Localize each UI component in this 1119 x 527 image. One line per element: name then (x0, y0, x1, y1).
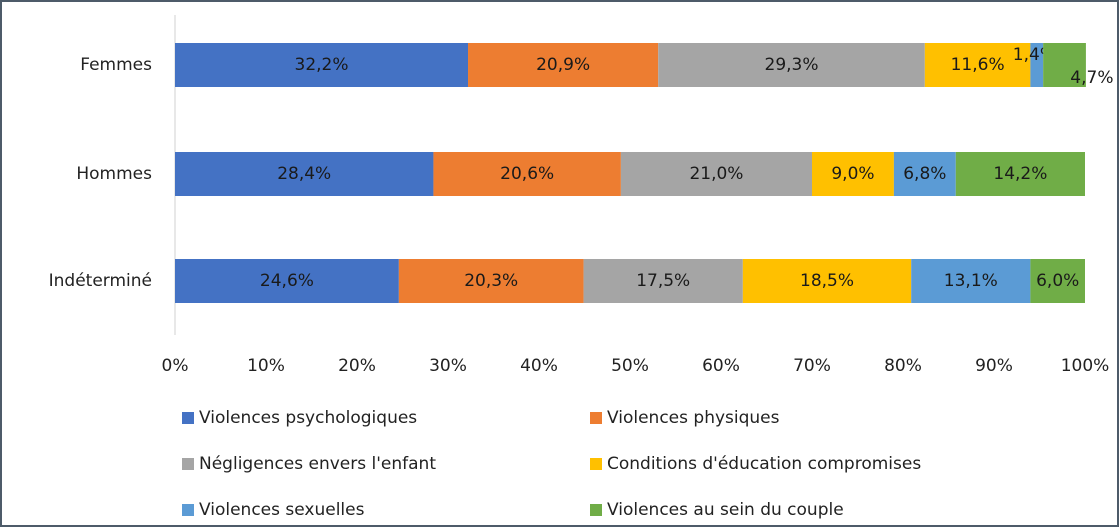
x-tick-label: 20% (338, 356, 376, 376)
bar-segment (175, 259, 399, 303)
legend-swatch (182, 504, 194, 516)
legend-label: Violences physiques (607, 408, 780, 428)
legend-swatch (182, 458, 194, 470)
legend-swatch (182, 412, 194, 424)
bar-segment (955, 152, 1085, 196)
value-label: 21,0% (689, 164, 743, 184)
legend-label: Violences sexuelles (199, 500, 365, 520)
value-label: 18,5% (800, 271, 854, 291)
value-label: 20,6% (500, 164, 554, 184)
bar-segment (1030, 43, 1044, 87)
bar-segment (433, 152, 621, 196)
bar-segment (812, 152, 894, 196)
bar-segment (398, 259, 584, 303)
value-label: 29,3% (765, 55, 819, 75)
x-tick-label: 0% (162, 356, 189, 376)
value-label: 32,2% (295, 55, 349, 75)
x-tick-label: 40% (520, 356, 558, 376)
value-label: 17,5% (636, 271, 690, 291)
bar-segment (583, 259, 743, 303)
x-tick-label: 60% (702, 356, 740, 376)
value-label: 20,3% (464, 271, 518, 291)
bar-segment (924, 43, 1031, 87)
value-label: 6,8% (903, 164, 946, 184)
legend-label: Violences au sein du couple (607, 500, 844, 520)
bar-segment (1043, 43, 1086, 87)
bar-segment (175, 152, 434, 196)
value-label: 28,4% (277, 164, 331, 184)
value-label: 13,1% (944, 271, 998, 291)
x-tick-label: 10% (247, 356, 285, 376)
y-tick-label: Hommes (76, 164, 152, 184)
x-tick-label: 70% (793, 356, 831, 376)
bar-segment (620, 152, 812, 196)
y-tick-label: Femmes (80, 55, 152, 75)
y-tick-label: Indéterminé (49, 271, 152, 291)
bar-segment (911, 259, 1031, 303)
legend-swatch (590, 504, 602, 516)
bar-segment (1030, 259, 1085, 303)
value-label: 14,2% (993, 164, 1047, 184)
value-label: 20,9% (536, 55, 590, 75)
value-label: 9,0% (831, 164, 874, 184)
legend-label: Violences psychologiques (199, 408, 417, 428)
legend-swatch (590, 458, 602, 470)
value-label: 24,6% (260, 271, 314, 291)
legend-label: Conditions d'éducation compromises (607, 454, 921, 474)
x-tick-label: 30% (429, 356, 467, 376)
legend-swatch (590, 412, 602, 424)
value-label: 4,7% (1070, 68, 1113, 88)
bar-segment (468, 43, 659, 87)
bar-segment (893, 152, 956, 196)
legend-label: Négligences envers l'enfant (199, 454, 436, 474)
value-label: 6,0% (1036, 271, 1079, 291)
x-tick-label: 80% (884, 356, 922, 376)
x-tick-label: 100% (1061, 356, 1110, 376)
bar-segment (742, 259, 912, 303)
x-tick-label: 50% (611, 356, 649, 376)
bar-segment (658, 43, 925, 87)
value-label: 11,6% (951, 55, 1005, 75)
x-tick-label: 90% (975, 356, 1013, 376)
bar-segment (175, 43, 469, 87)
